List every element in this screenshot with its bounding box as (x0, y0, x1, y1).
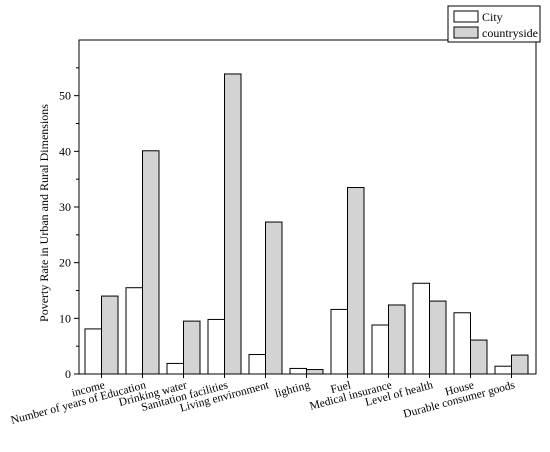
category-label: Fuel (329, 379, 352, 396)
bar-city (207, 318, 225, 375)
bar-countryside (429, 300, 447, 375)
bar-countryside (224, 73, 242, 375)
y-tick-label: 10 (59, 311, 71, 325)
bar-city (84, 328, 102, 375)
bar-city (289, 367, 307, 375)
bars (84, 73, 529, 375)
category-label: lighting (274, 379, 312, 400)
bar-countryside (470, 339, 488, 375)
bar-city (125, 287, 143, 375)
bar-countryside (388, 304, 406, 375)
bar-city (494, 365, 512, 375)
y-tick-label: 50 (59, 89, 71, 103)
bar-city (166, 362, 184, 375)
bar-countryside (347, 187, 365, 375)
y-tick-label: 40 (59, 144, 71, 158)
legend-swatch (453, 10, 479, 23)
bar-city (248, 354, 266, 375)
bar-countryside (511, 354, 529, 375)
bar-countryside (306, 369, 324, 375)
bar-city (371, 324, 389, 375)
legend-label: countryside (482, 26, 538, 40)
bar-city (412, 282, 430, 375)
bar-city (330, 308, 348, 375)
y-tick-label: 0 (65, 367, 71, 381)
y-tick-label: 30 (59, 200, 71, 214)
bar-countryside (101, 295, 119, 375)
legend-swatch (453, 26, 479, 39)
y-tick-label: 20 (59, 256, 71, 270)
bar-city (453, 312, 471, 375)
bar-countryside (142, 150, 160, 375)
y-axis-label: Poverty Rate in Urban and Rural Dimensio… (37, 104, 51, 322)
legend-label: City (482, 10, 503, 24)
bar-countryside (265, 221, 283, 375)
bar-countryside (183, 320, 201, 375)
legend: City countryside (447, 5, 541, 43)
